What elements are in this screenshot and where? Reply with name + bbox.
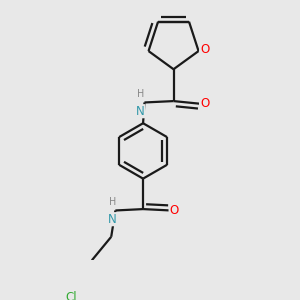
Text: O: O: [200, 98, 209, 110]
Text: N: N: [108, 213, 117, 226]
Text: H: H: [137, 89, 144, 99]
Text: N: N: [136, 105, 145, 118]
Text: O: O: [169, 204, 179, 217]
Text: O: O: [200, 43, 209, 56]
Text: Cl: Cl: [65, 291, 77, 300]
Text: H: H: [109, 197, 116, 207]
